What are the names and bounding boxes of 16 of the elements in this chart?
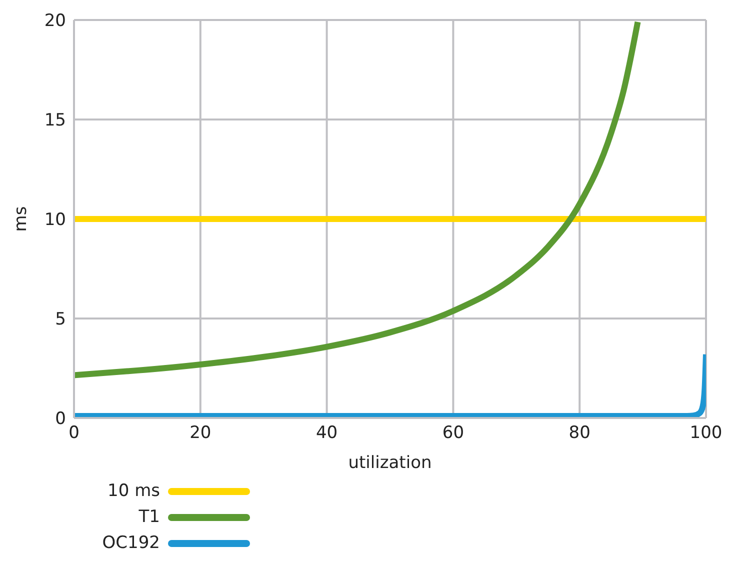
x-axis-title: utilization xyxy=(348,453,432,473)
legend-label: OC192 xyxy=(101,533,160,553)
y-axis-title: ms xyxy=(11,206,32,232)
x-tick-label: 0 xyxy=(68,423,80,444)
y-tick-label: 10 xyxy=(44,210,66,230)
x-tick-label: 20 xyxy=(190,423,212,444)
y-tick-label: 20 xyxy=(44,11,66,32)
legend-label: 10 ms xyxy=(106,481,160,501)
y-tick-label: 0 xyxy=(55,409,66,430)
y-tick-label: 5 xyxy=(55,310,66,330)
x-tick-label: 60 xyxy=(442,423,464,444)
y-tick-label: 15 xyxy=(44,110,66,131)
x-tick-label: 100 xyxy=(690,423,722,444)
legend-label: T1 xyxy=(138,507,160,527)
x-tick-label: 40 xyxy=(316,423,338,444)
x-tick-label: 80 xyxy=(568,423,590,444)
